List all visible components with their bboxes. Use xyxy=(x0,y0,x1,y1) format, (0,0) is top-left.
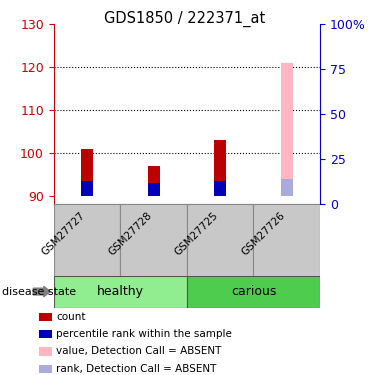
Text: count: count xyxy=(56,312,86,322)
Text: healthy: healthy xyxy=(97,285,144,298)
Text: value, Detection Call = ABSENT: value, Detection Call = ABSENT xyxy=(56,346,222,356)
Bar xyxy=(187,204,253,276)
Text: carious: carious xyxy=(231,285,276,298)
Bar xyxy=(214,140,226,196)
Bar xyxy=(120,204,187,276)
Text: GDS1850 / 222371_at: GDS1850 / 222371_at xyxy=(104,11,266,27)
Bar xyxy=(81,148,93,196)
Text: GSM27725: GSM27725 xyxy=(173,210,220,257)
Bar xyxy=(54,276,187,308)
Bar xyxy=(187,276,320,308)
Bar xyxy=(281,63,293,196)
Bar xyxy=(148,166,159,196)
Bar xyxy=(214,181,226,196)
Bar xyxy=(148,183,159,196)
Text: disease state: disease state xyxy=(2,286,76,297)
Bar xyxy=(54,204,120,276)
Text: GSM27728: GSM27728 xyxy=(106,210,154,257)
Text: GSM27726: GSM27726 xyxy=(239,210,287,257)
Text: rank, Detection Call = ABSENT: rank, Detection Call = ABSENT xyxy=(56,364,216,374)
Text: GSM27727: GSM27727 xyxy=(40,210,87,257)
Bar xyxy=(253,204,320,276)
Bar xyxy=(81,181,93,196)
Text: percentile rank within the sample: percentile rank within the sample xyxy=(56,329,232,339)
Bar xyxy=(281,178,293,196)
